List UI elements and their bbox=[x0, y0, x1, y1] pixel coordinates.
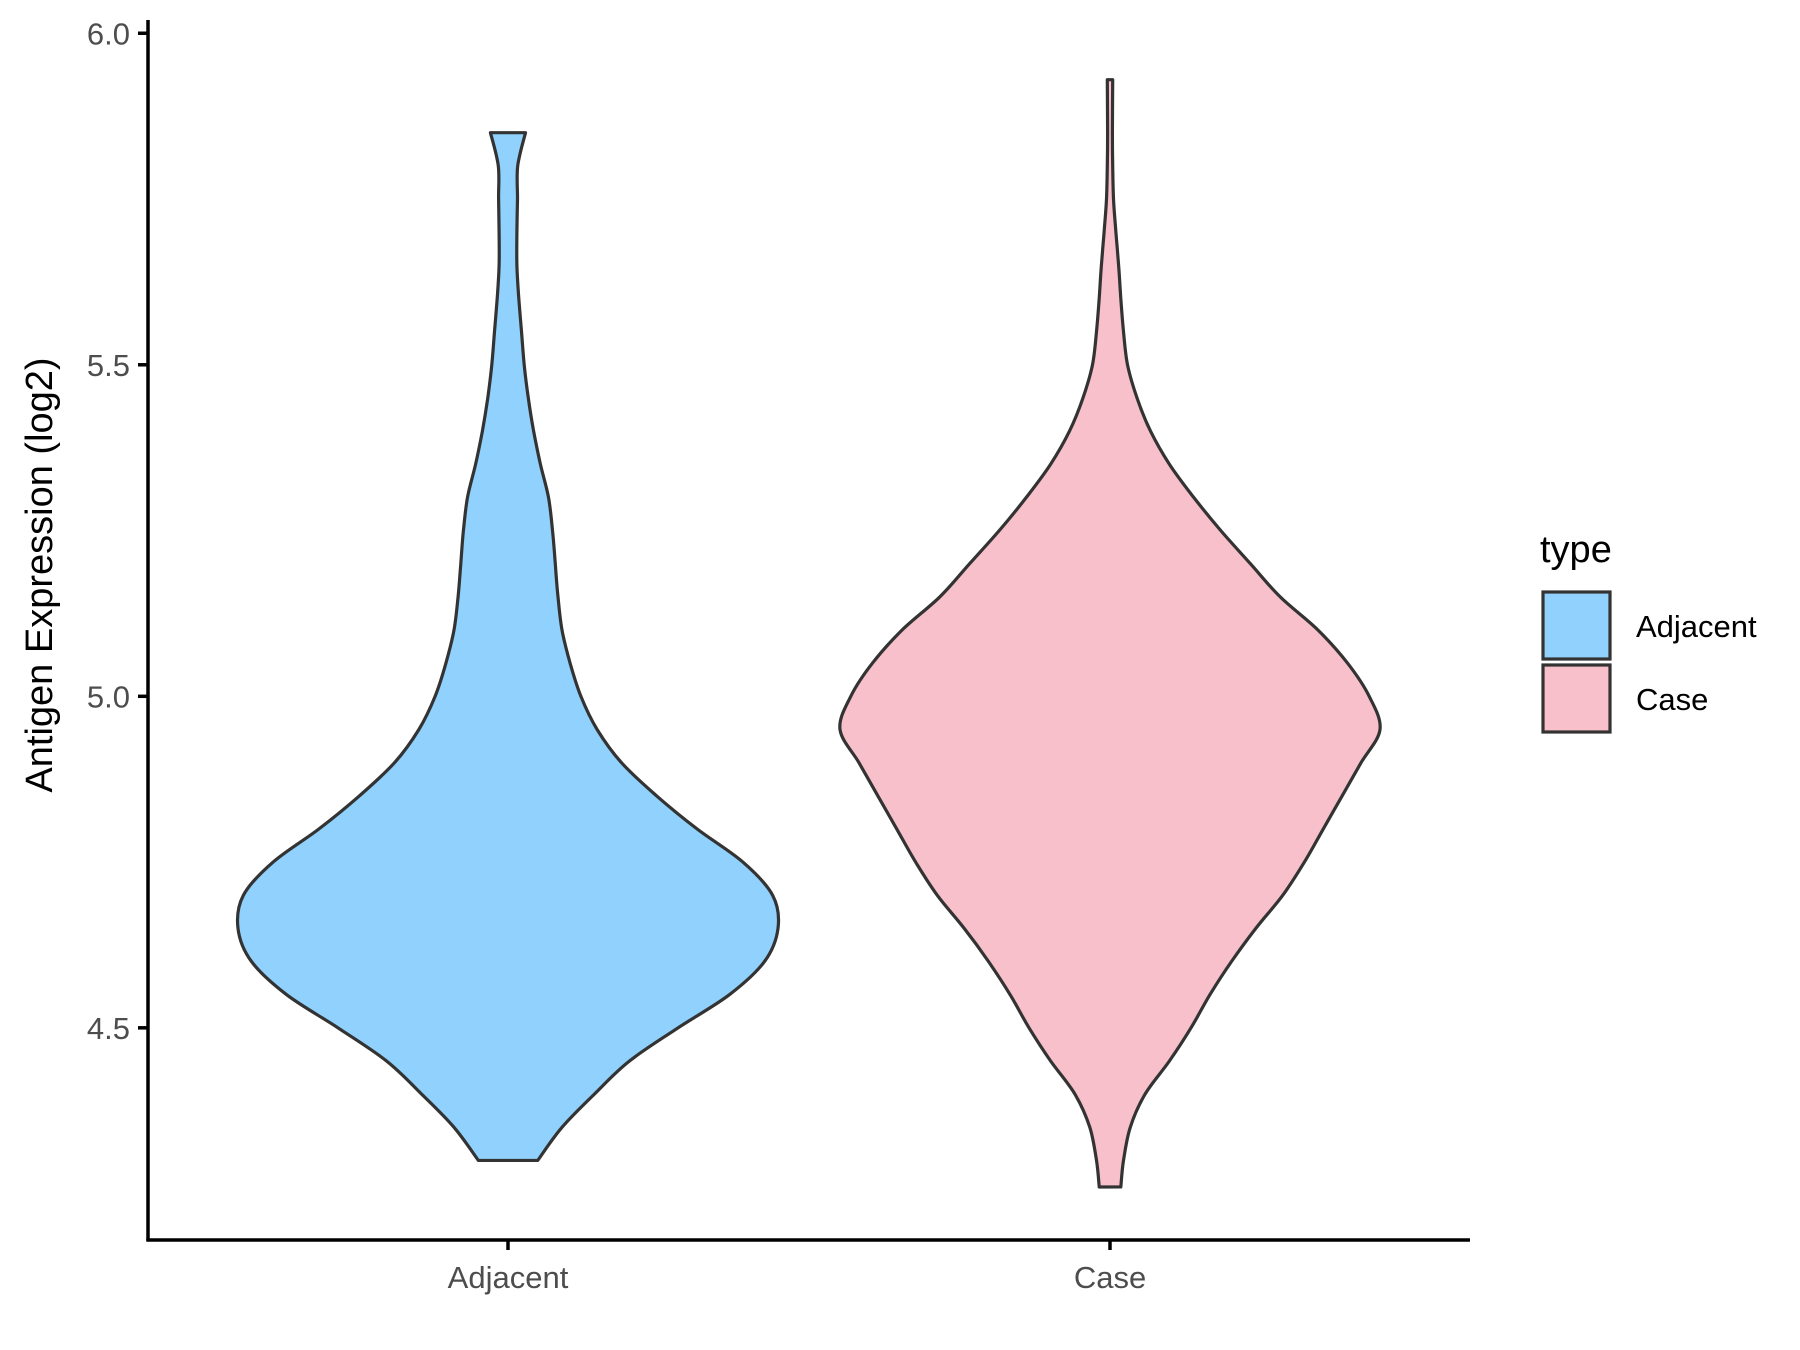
axes-layer bbox=[146, 20, 1470, 1242]
violin-case bbox=[838, 78, 1382, 1189]
x-tick-label: Case bbox=[1074, 1260, 1146, 1295]
x-tick-label: Adjacent bbox=[448, 1260, 569, 1295]
y-ticks: 4.5 5.0 5.5 6.0 bbox=[87, 16, 148, 1046]
violin-layer bbox=[235, 78, 1382, 1189]
legend: type Adjacent Case bbox=[1540, 529, 1757, 734]
legend-swatch bbox=[1541, 590, 1612, 661]
y-tick-label: 5.0 bbox=[87, 679, 130, 714]
legend-label: Case bbox=[1636, 682, 1708, 717]
x-ticks: Adjacent Case bbox=[448, 1240, 1146, 1295]
y-tick-label: 5.5 bbox=[87, 348, 130, 383]
y-axis-title: Antigen Expression (log2) bbox=[19, 357, 61, 792]
legend-swatch bbox=[1541, 663, 1612, 734]
legend-label: Adjacent bbox=[1636, 609, 1757, 644]
violin-adjacent bbox=[235, 131, 781, 1163]
y-tick-label: 4.5 bbox=[87, 1011, 130, 1046]
legend-items: Adjacent Case bbox=[1541, 590, 1757, 734]
y-tick-label: 6.0 bbox=[87, 16, 130, 51]
legend-title: type bbox=[1540, 529, 1612, 571]
